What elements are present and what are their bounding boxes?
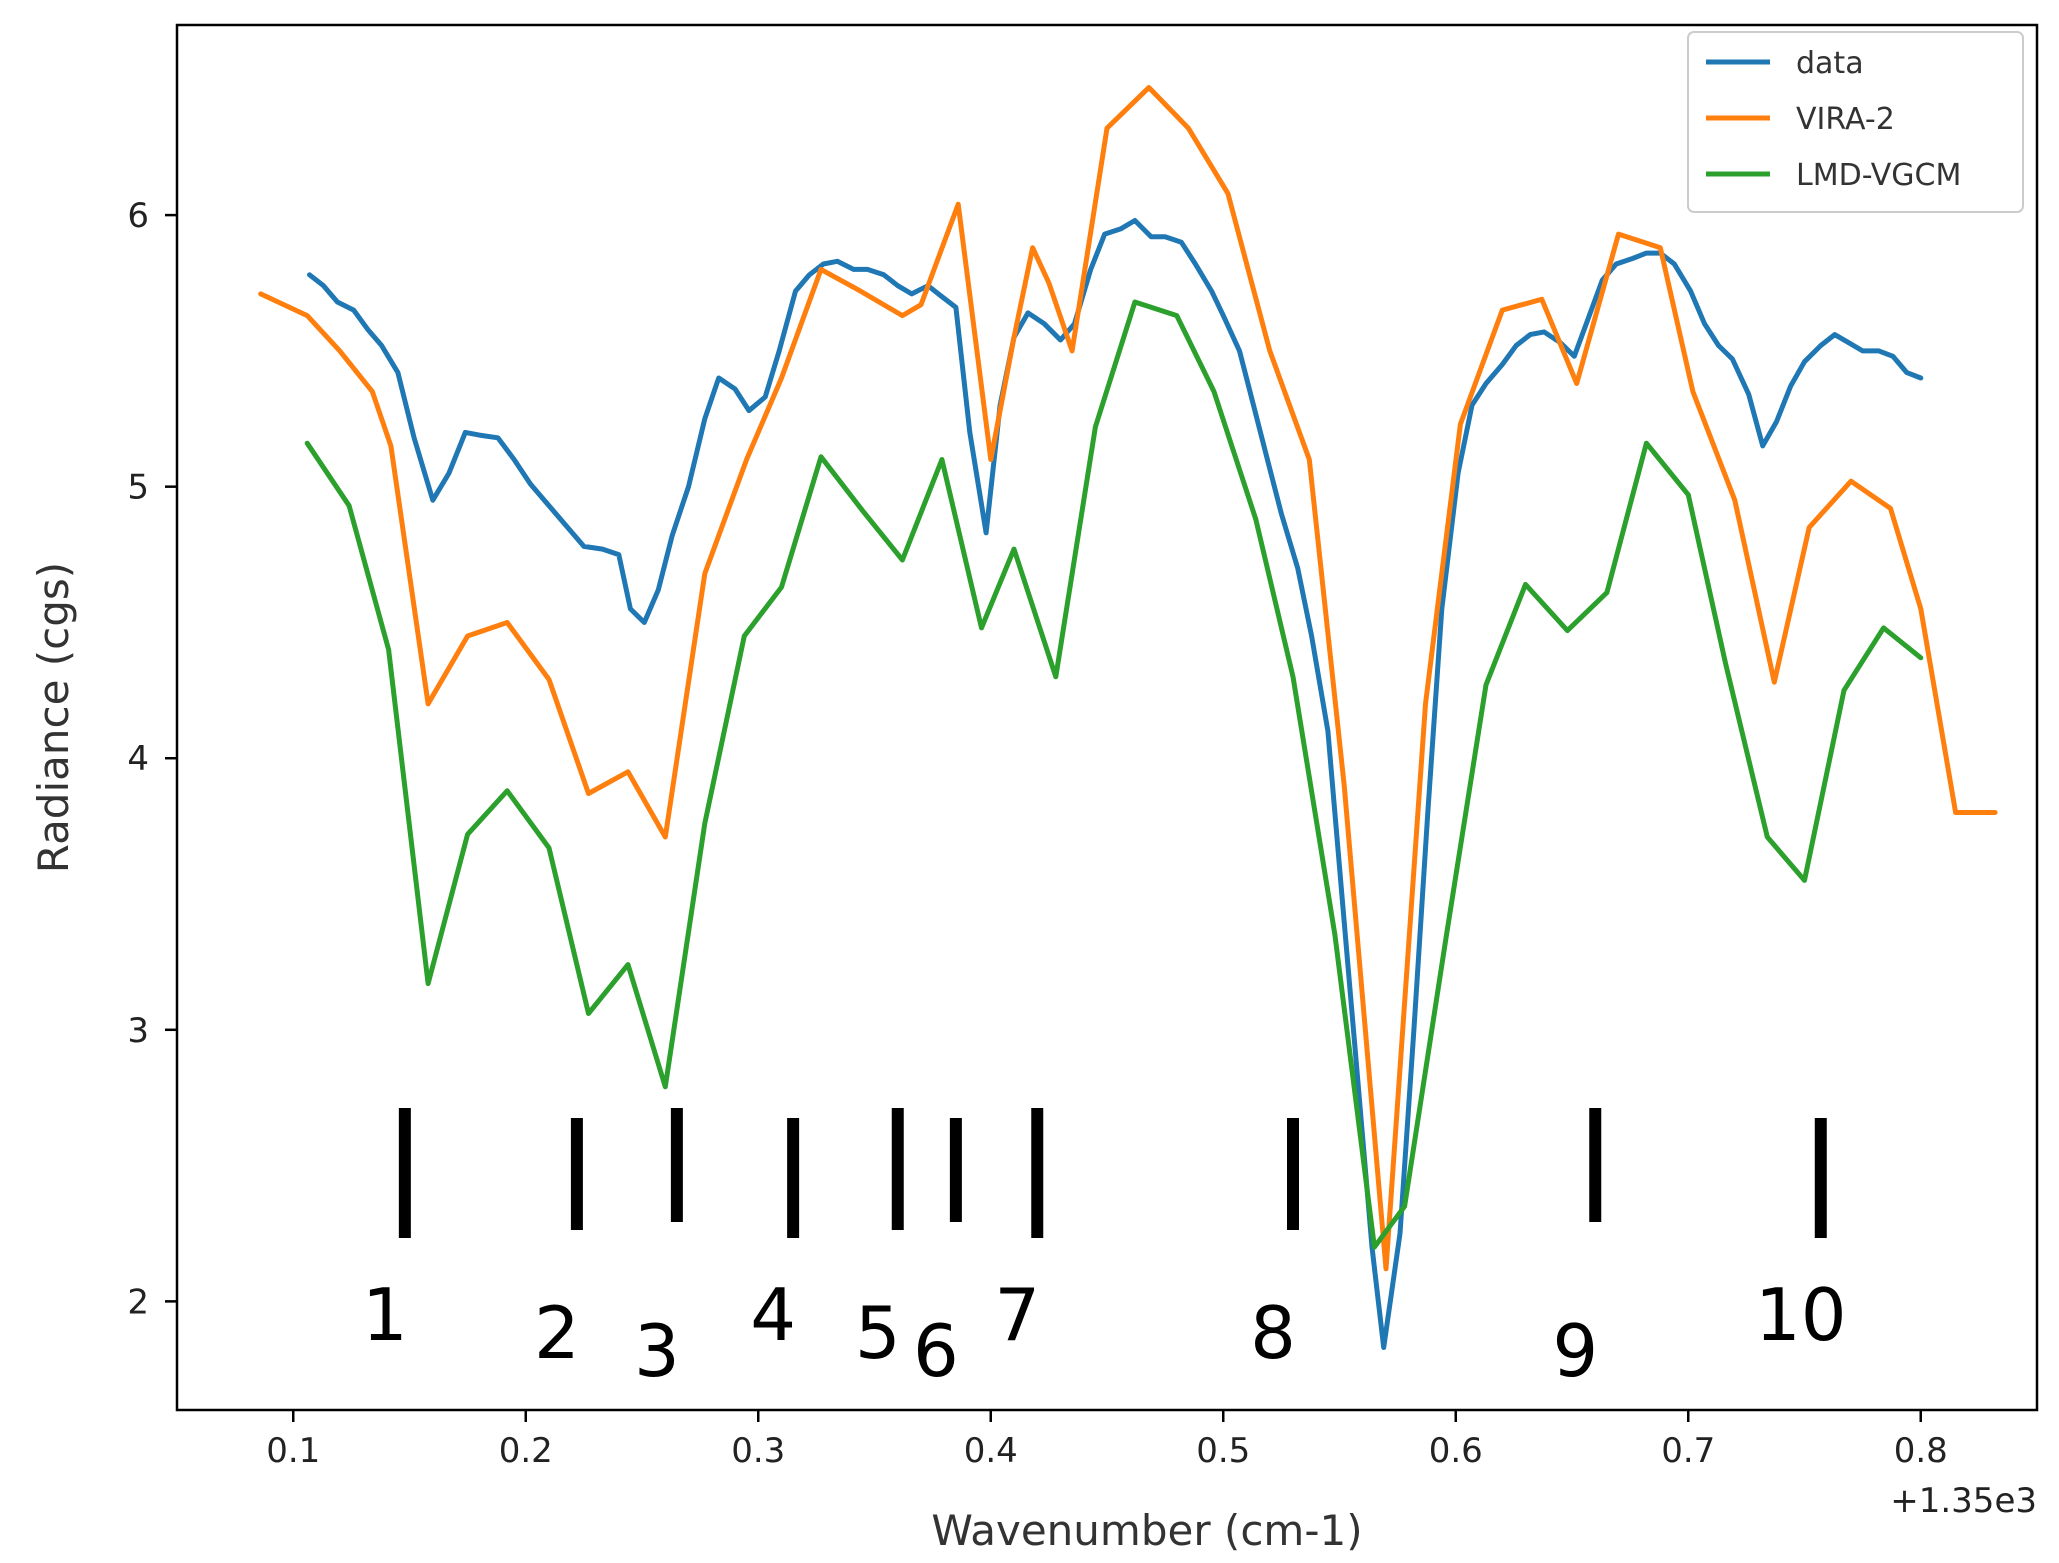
x-tick-label: 0.8	[1894, 1431, 1948, 1471]
plot-frame	[175, 23, 2039, 1412]
y-axis-title: Radiance (cgs)	[29, 562, 78, 873]
series-line-lmd-vgcm	[304, 299, 1924, 1250]
legend: data VIRA-2 LMD-VGCM	[1687, 31, 2024, 213]
marker-label-1: 1	[362, 1273, 408, 1357]
legend-label-data: data	[1796, 46, 1864, 81]
x-tick-label: 0.3	[731, 1431, 785, 1471]
x-axis-title: Wavenumber (cm-1)	[931, 1506, 1362, 1555]
legend-label-vira-2: VIRA-2	[1796, 102, 1895, 137]
series-layer	[258, 85, 1998, 1350]
legend-label-lmd-vgcm: LMD-VGCM	[1796, 158, 1961, 193]
marker-label-3: 3	[634, 1309, 680, 1393]
x-tick-label: 0.4	[964, 1431, 1018, 1471]
x-tick-label: 0.1	[266, 1431, 320, 1471]
y-tick-label: 4	[127, 739, 149, 779]
y-tick-label: 5	[127, 468, 149, 508]
marker-label-4: 4	[750, 1273, 796, 1357]
marker-label-8: 8	[1250, 1291, 1296, 1375]
legend-box	[1687, 31, 2024, 213]
marker-layer: 1 2 3 4 5 6 7 8 9 10	[362, 1108, 1847, 1393]
marker-label-6: 6	[913, 1309, 959, 1393]
x-tick-label: 0.2	[499, 1431, 553, 1471]
marker-label-9: 9	[1552, 1309, 1598, 1393]
x-tick-label: 0.6	[1429, 1431, 1483, 1471]
y-tick-label: 3	[127, 1011, 149, 1051]
x-axis-ticks: 0.1 0.2 0.3 0.4 0.5 0.6 0.7 0.8	[266, 1410, 1948, 1471]
series-line-vira-2	[258, 85, 1998, 1272]
x-tick-label: 0.7	[1661, 1431, 1715, 1471]
y-tick-label: 2	[127, 1282, 149, 1322]
marker-label-7: 7	[994, 1273, 1040, 1357]
marker-label-5: 5	[855, 1291, 901, 1375]
marker-label-2: 2	[534, 1291, 580, 1375]
y-tick-label: 6	[127, 196, 149, 236]
x-tick-label: 0.5	[1196, 1431, 1250, 1471]
x-axis-offset-text: +1.35e3	[1890, 1481, 2037, 1521]
marker-label-10: 10	[1755, 1273, 1847, 1357]
y-axis-ticks: 2 3 4 5 6	[127, 196, 177, 1322]
